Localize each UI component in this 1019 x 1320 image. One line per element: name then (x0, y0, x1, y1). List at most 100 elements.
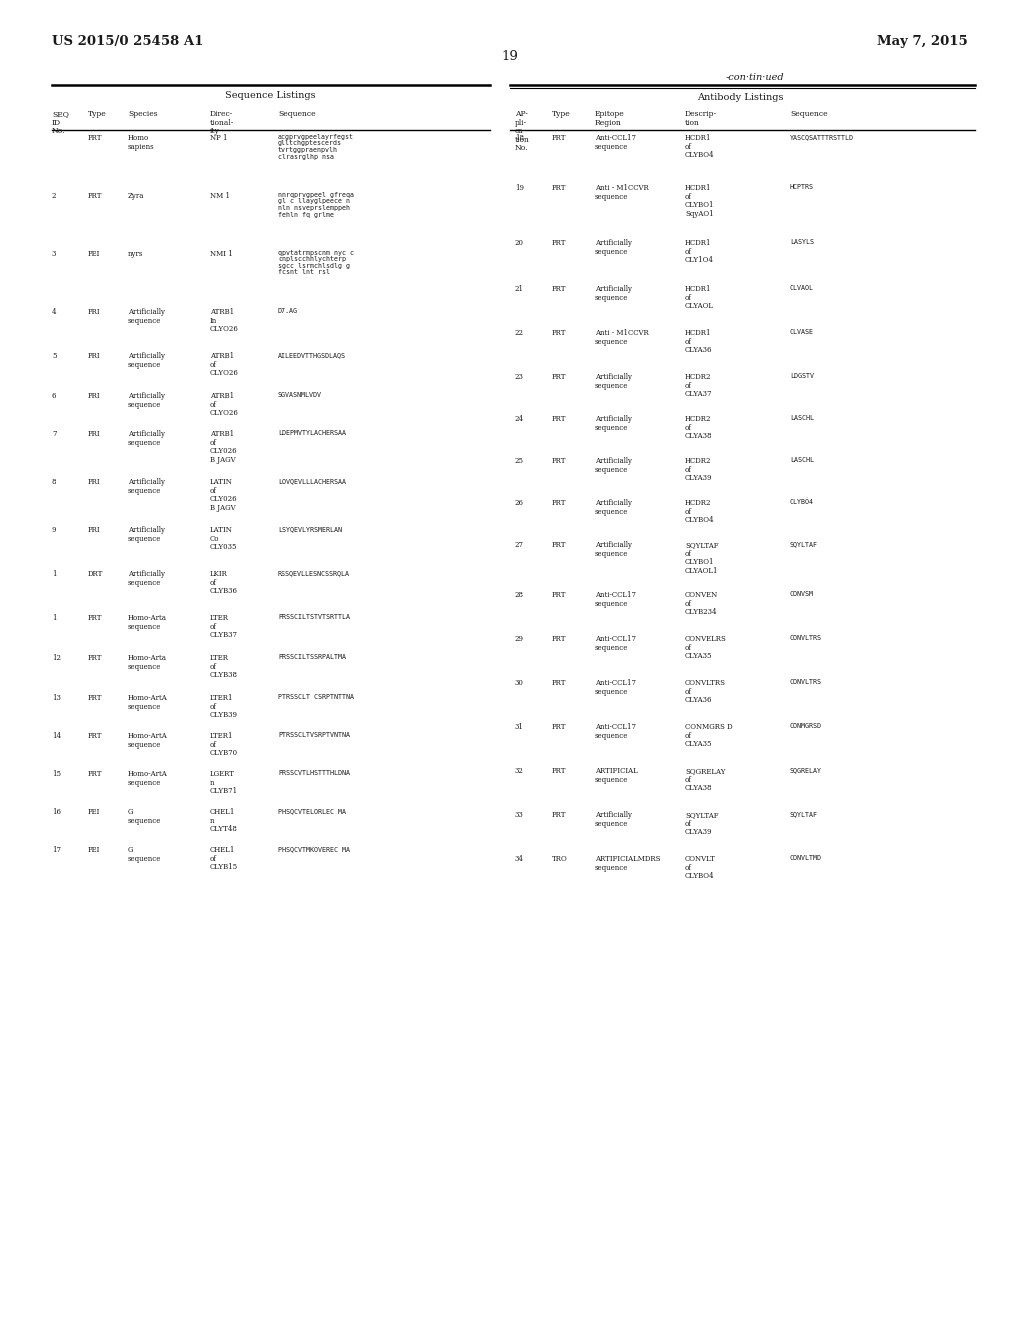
Text: HCDR2
of
CLYBO4: HCDR2 of CLYBO4 (685, 499, 713, 524)
Text: 19: 19 (501, 50, 518, 63)
Text: PRT: PRT (551, 457, 566, 465)
Text: CONVLT
of
CLYBO4: CONVLT of CLYBO4 (685, 855, 715, 880)
Text: G
sequence: G sequence (127, 846, 161, 862)
Text: TRO: TRO (551, 855, 568, 863)
Text: HCDR1
of
CLYAOL: HCDR1 of CLYAOL (685, 285, 713, 310)
Text: LTER
of
CLYB38: LTER of CLYB38 (210, 653, 237, 680)
Text: PRSSCVTLHSTTTHLDNA: PRSSCVTLHSTTTHLDNA (278, 770, 350, 776)
Text: PRT: PRT (551, 183, 566, 191)
Text: CONVSM: CONVSM (790, 591, 813, 597)
Text: nyrs: nyrs (127, 249, 144, 257)
Text: PHSQCVTELORLEC MA: PHSQCVTELORLEC MA (278, 808, 345, 814)
Text: LSYQEVLYRSMERLAN: LSYQEVLYRSMERLAN (278, 525, 341, 532)
Text: PRT: PRT (551, 678, 566, 686)
Text: PTRSSCLT CSRPTNTTNA: PTRSSCLT CSRPTNTTNA (278, 694, 354, 700)
Text: 26: 26 (515, 499, 524, 507)
Text: LATIN
of
CLY026
B JAGV: LATIN of CLY026 B JAGV (210, 478, 237, 512)
Text: 15: 15 (52, 770, 61, 777)
Text: Sequence: Sequence (790, 110, 826, 117)
Text: PRT: PRT (551, 635, 566, 643)
Text: CHEL1
of
CLYB15: CHEL1 of CLYB15 (210, 846, 237, 871)
Text: AP-
pli-
ca-
tion
No.: AP- pli- ca- tion No. (515, 110, 529, 152)
Text: LTER1
of
CLYB39: LTER1 of CLYB39 (210, 694, 237, 719)
Text: SEQ
ID
No.: SEQ ID No. (52, 110, 69, 135)
Text: PRT: PRT (551, 591, 566, 599)
Text: Species: Species (127, 110, 158, 117)
Text: PRT: PRT (551, 239, 566, 247)
Text: CONVELRS
of
CLYA35: CONVELRS of CLYA35 (685, 635, 727, 660)
Text: 28: 28 (515, 591, 524, 599)
Text: LKIR
of
CLYB36: LKIR of CLYB36 (210, 570, 237, 595)
Text: Artificially
sequence: Artificially sequence (127, 430, 165, 446)
Text: Anti - M1CCVR
sequence: Anti - M1CCVR sequence (594, 329, 648, 346)
Text: ATRB1
of
CLY026
B JAGV: ATRB1 of CLY026 B JAGV (210, 430, 237, 463)
Text: 25: 25 (515, 457, 524, 465)
Text: PRI: PRI (88, 478, 101, 486)
Text: Artificially
sequence: Artificially sequence (594, 541, 632, 557)
Text: 23: 23 (515, 374, 524, 381)
Text: NM 1: NM 1 (210, 191, 229, 201)
Text: PRI: PRI (88, 392, 101, 400)
Text: nnrqprvgpeel gfreqa
gl c llayglpeece n
nln nsveprslemppeh
fehln fq grlme: nnrqprvgpeel gfreqa gl c llayglpeece n n… (278, 191, 354, 218)
Text: 12: 12 (52, 653, 61, 663)
Text: ATRB1
In
CLYO26: ATRB1 In CLYO26 (210, 308, 238, 333)
Text: 5: 5 (52, 352, 56, 360)
Text: LOVQEVLLLACHERSAA: LOVQEVLLLACHERSAA (278, 478, 345, 484)
Text: Type: Type (88, 110, 107, 117)
Text: SQYLTAF
of
CLYA39: SQYLTAF of CLYA39 (685, 810, 717, 836)
Text: NP 1: NP 1 (210, 135, 227, 143)
Text: CONVLTRS: CONVLTRS (790, 678, 821, 685)
Text: Artificially
sequence: Artificially sequence (594, 374, 632, 389)
Text: PRI: PRI (88, 308, 101, 315)
Text: Artificially
sequence: Artificially sequence (594, 457, 632, 474)
Text: CLVASE: CLVASE (790, 329, 813, 335)
Text: PRSSCILTSTVTSRTTLA: PRSSCILTSTVTSRTTLA (278, 614, 350, 620)
Text: CONMGRS D
of
CLYA35: CONMGRS D of CLYA35 (685, 723, 732, 748)
Text: Artificially
sequence: Artificially sequence (594, 810, 632, 828)
Text: HCDR1
of
CLYA36: HCDR1 of CLYA36 (685, 329, 712, 354)
Text: 33: 33 (515, 810, 523, 818)
Text: CONVLTRS
of
CLYA36: CONVLTRS of CLYA36 (685, 678, 726, 704)
Text: PHSQCVTMKOVEREC MA: PHSQCVTMKOVEREC MA (278, 846, 350, 851)
Text: PRI: PRI (88, 525, 101, 535)
Text: 16: 16 (52, 808, 61, 816)
Text: 13: 13 (52, 694, 61, 702)
Text: PRT: PRT (88, 770, 102, 777)
Text: Anti-CCL17
sequence: Anti-CCL17 sequence (594, 135, 636, 150)
Text: PEI: PEI (88, 846, 100, 854)
Text: LASCHL: LASCHL (790, 414, 813, 421)
Text: 21: 21 (515, 285, 524, 293)
Text: 14: 14 (52, 733, 61, 741)
Text: LATIN
Co
CLY035: LATIN Co CLY035 (210, 525, 237, 552)
Text: D7.AG: D7.AG (278, 308, 298, 314)
Text: Homo-ArtA
sequence: Homo-ArtA sequence (127, 770, 167, 787)
Text: 6: 6 (52, 392, 56, 400)
Text: 2: 2 (52, 191, 56, 201)
Text: PRT: PRT (88, 135, 102, 143)
Text: US 2015/0 25458 A1: US 2015/0 25458 A1 (52, 36, 203, 48)
Text: Homo-ArtA
sequence: Homo-ArtA sequence (127, 733, 167, 748)
Text: PRT: PRT (551, 135, 566, 143)
Text: HCDR1
of
CLYBO4: HCDR1 of CLYBO4 (685, 135, 713, 160)
Text: PRI: PRI (88, 430, 101, 438)
Text: Anti-CCL17
sequence: Anti-CCL17 sequence (594, 678, 636, 696)
Text: CHEL1
n
CLYT48: CHEL1 n CLYT48 (210, 808, 237, 833)
Text: HCPTRS: HCPTRS (790, 183, 813, 190)
Text: 9: 9 (52, 525, 56, 535)
Text: Sequence: Sequence (278, 110, 315, 117)
Text: Sequence Listings: Sequence Listings (224, 91, 315, 100)
Text: Anti-CCL17
sequence: Anti-CCL17 sequence (594, 723, 636, 739)
Text: SQGRELAY: SQGRELAY (790, 767, 821, 774)
Text: PRT: PRT (551, 285, 566, 293)
Text: 8: 8 (52, 478, 56, 486)
Text: Anti-CCL17
sequence: Anti-CCL17 sequence (594, 591, 636, 607)
Text: Artificially
sequence: Artificially sequence (127, 308, 165, 325)
Text: 17: 17 (52, 846, 61, 854)
Text: ARTIFICIALMDRS
sequence: ARTIFICIALMDRS sequence (594, 855, 660, 871)
Text: SQGRELAY
of
CLYA38: SQGRELAY of CLYA38 (685, 767, 725, 792)
Text: 19: 19 (515, 183, 524, 191)
Text: LTER1
of
CLYB70: LTER1 of CLYB70 (210, 733, 237, 758)
Text: ATRB1
of
CLYO26: ATRB1 of CLYO26 (210, 392, 238, 417)
Text: Artificially
sequence: Artificially sequence (594, 499, 632, 516)
Text: Artificially
sequence: Artificially sequence (127, 570, 165, 586)
